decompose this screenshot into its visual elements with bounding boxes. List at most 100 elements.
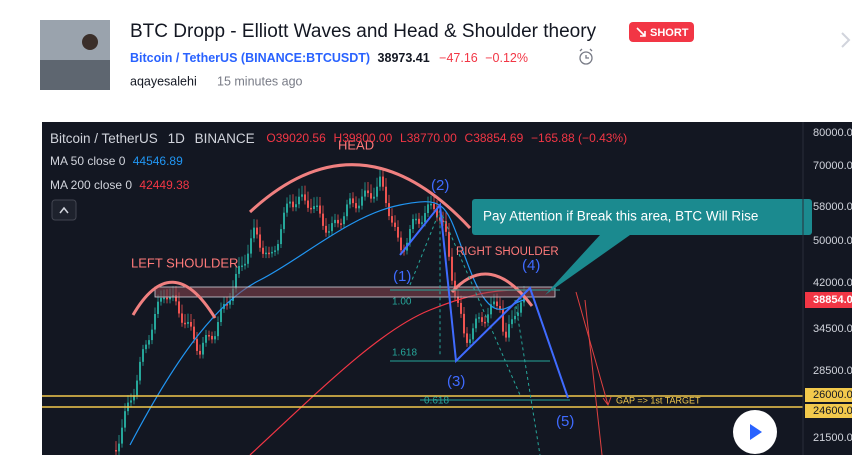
candle-body [391,216,393,223]
candle-body [154,313,156,330]
candle-body [334,219,336,224]
zone [154,286,556,298]
wave-label: (4) [522,257,540,274]
price-axis-label: 58000.0 [813,201,852,213]
candle-body [184,322,186,325]
candle-body [175,295,177,302]
candle-body [244,263,246,266]
candle-body [118,443,120,452]
price-axis-label: 50000.0 [813,235,852,247]
avatar-head [82,34,98,50]
candle-body [463,313,465,334]
candle-body [367,190,369,194]
candle-body [202,342,204,355]
candle-body [220,308,222,323]
legend-name: Bitcoin / TetherUS [50,131,158,146]
fib-labels: 1.00 1.618 0.618 [392,297,449,407]
candle-body [355,203,357,209]
symbol-exchange[interactable]: (BINANCE:BTCUSDT) [241,51,370,65]
candle-body [196,339,198,351]
candle-body [178,301,180,314]
candle-body [274,250,276,252]
candle-body [229,300,231,305]
candle-body [466,333,468,343]
candle-body [295,204,297,208]
candle-body [502,308,504,332]
author[interactable]: aqayesalehi [130,74,197,88]
candle-body [373,196,375,199]
price-axis-label: 28500.0 [813,365,852,377]
candle-body [280,229,282,245]
price-axis-label: 34500.0 [813,323,852,335]
short-badge [629,22,694,42]
candle-body [205,335,207,343]
candle-body [481,317,483,322]
next-arrow[interactable] [841,32,851,48]
symbol-name[interactable]: Bitcoin / TetherUS [130,51,237,65]
candle-body [325,225,327,233]
candle-body [358,205,360,209]
candle-body [343,216,345,225]
candle-body [430,203,432,206]
candle-body [499,306,501,309]
collapse-icon [59,206,69,214]
candle-body [424,213,426,223]
gap-label: GAP => 1st TARGET [616,395,701,405]
candle-body [472,328,474,340]
candle-body [436,209,438,218]
alarm-icon[interactable] [579,48,593,65]
candle-body [304,194,306,201]
candle-body [133,395,135,401]
symbol-change-pct: −0.12% [485,51,528,65]
left-shoulder-label: LEFT SHOULDER [131,255,238,270]
candle-body [331,223,333,232]
candle-body [451,256,453,281]
last-price-box [805,292,852,308]
candle-body [514,315,516,320]
candle-body [130,400,132,403]
candle-body [445,221,447,232]
legend-exchange: BINANCE [195,131,255,146]
candle-body [271,251,273,254]
candle-body [496,301,498,307]
candle-body [142,349,144,362]
symbol-line: Bitcoin / TetherUS (BINANCE:BTCUSDT) 389… [130,51,528,65]
candle-body [286,203,288,213]
candle-body [328,231,330,233]
candle-body [250,238,252,254]
ma50-line [129,201,526,446]
candle-body [256,227,258,235]
price-axis-label: 42000.0 [813,277,852,289]
candle-body [187,321,189,324]
callout-pointer [545,235,630,295]
candle-body [145,344,147,350]
collapse-button[interactable] [51,199,77,221]
elliott-waves [399,202,569,399]
candle-body [508,324,510,338]
candle-body [259,234,261,248]
wave-labels: (1) (2) (3) (4) (5) [393,177,574,430]
candle-body [505,331,507,338]
avatar-shade [40,60,110,90]
candle-body [226,304,228,306]
symbol-change: −47.16 [439,51,478,65]
level-box [805,388,852,402]
fib-label: 0.618 [424,396,449,407]
candle-body [337,219,339,224]
time: 15 minutes ago [217,74,303,88]
candle-body [235,273,237,289]
candle-body [421,222,423,224]
candle-body [238,265,240,274]
candle-body [484,321,486,324]
candle-body [253,227,255,239]
candle-body [211,335,213,340]
badge-icon [636,27,646,37]
candle-body [418,218,420,224]
candle-body [241,265,243,268]
candle-body [148,340,150,345]
candle-body [136,380,138,396]
candle-body [157,301,159,314]
candle-body [433,203,435,210]
